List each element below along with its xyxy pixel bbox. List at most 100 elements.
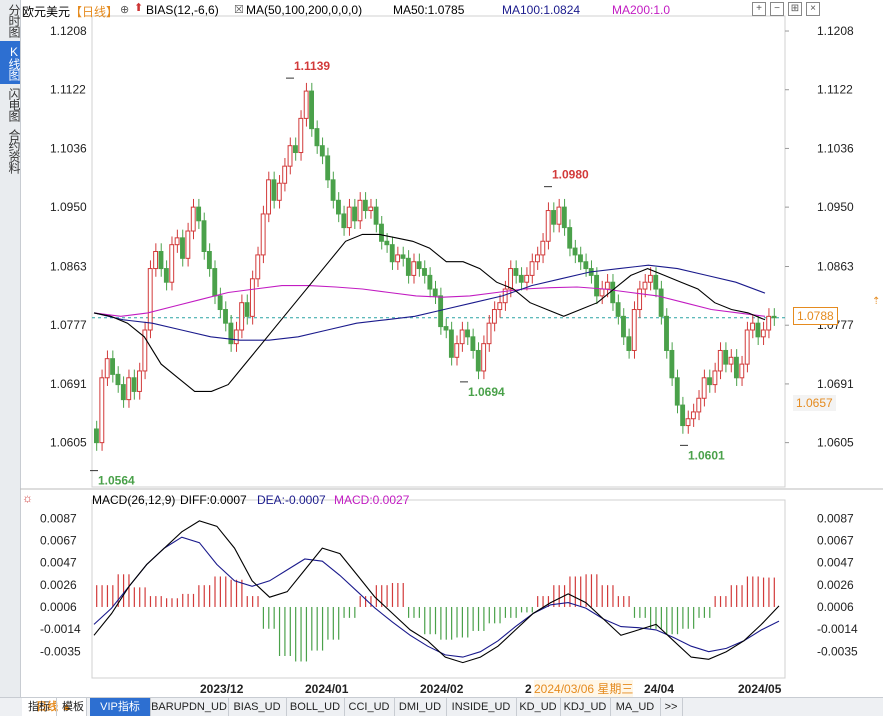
ma50-line (93, 233, 766, 392)
toolbar-tab[interactable]: MA_UD (610, 698, 661, 716)
candle-body (551, 210, 557, 225)
toolbar-tab[interactable]: KDJ_UD (560, 698, 611, 716)
candle-body (432, 288, 438, 297)
candle-body (604, 281, 610, 290)
y-axis-label-right: 1.0605 (817, 436, 854, 450)
candle-body (416, 261, 422, 270)
toolbar-tab[interactable]: BOLL_UD (286, 698, 345, 716)
candle-body (153, 251, 159, 270)
candle-body (594, 274, 600, 297)
candle-body (271, 179, 277, 201)
candle-body (287, 145, 293, 167)
candle-body (470, 336, 476, 351)
candle-body (583, 261, 589, 270)
y-axis-label-left: 1.1122 (50, 83, 86, 97)
x-axis-label: 2024/02 (420, 682, 464, 696)
candle-body (233, 329, 239, 345)
candle-body (126, 377, 132, 401)
tab-timeshare[interactable]: 分时图 (7, 4, 21, 37)
candle-body (481, 343, 487, 372)
candle-body (384, 240, 390, 246)
candle-body (228, 322, 234, 345)
gear-icon[interactable]: ⊕ (120, 4, 130, 16)
toolbar-tab[interactable]: >> (660, 698, 683, 716)
candle-body (443, 326, 449, 331)
y-axis-label-right: 1.0863 (817, 260, 854, 274)
candle-body (717, 349, 723, 372)
candle-body (120, 384, 126, 401)
candle-body (733, 356, 739, 379)
expand-icon[interactable]: ⊞ (788, 2, 802, 16)
macd-axis-label-left: 0.0047 (40, 555, 77, 569)
toolbar-tab[interactable]: INSIDE_UD (446, 698, 517, 716)
candle-body (201, 220, 207, 252)
macd-axis-label-left: 0.0006 (40, 600, 77, 614)
toolbar-tab[interactable]: BARUPDN_UD (150, 698, 229, 716)
candle-body (142, 329, 148, 372)
candle-body (567, 227, 573, 249)
candle-body (669, 349, 675, 379)
candle-body (131, 377, 137, 392)
macd-diff: DIFF:0.0007 (180, 493, 247, 507)
candle-body (212, 268, 218, 297)
toolbar-tab[interactable]: 指标 (22, 698, 57, 716)
minimize-icon[interactable]: − (770, 2, 784, 16)
price-chart[interactable]: 1.1208 1.1208 1.1122 1.1122 1.1036 1.1036 1.09… (20, 0, 883, 697)
toolbar-tab[interactable]: BIAS_UD (228, 698, 287, 716)
toolbar-tab[interactable]: CCI_UD (344, 698, 395, 716)
bias-label: BIAS(12,-6,6) (146, 3, 219, 17)
macd-gear-icon[interactable]: ☼ (22, 491, 33, 505)
extreme-label: 1.0694 (468, 385, 505, 399)
period-button[interactable]: 日线 ▲ (22, 698, 87, 716)
x-axis-label: 2024/05 (738, 682, 782, 696)
macd-axis-label-left: 0.0087 (40, 512, 77, 526)
tab-kline[interactable]: K线图 (0, 41, 21, 84)
macd-axis-label-right: 0.0067 (817, 534, 854, 548)
candle-body (529, 261, 535, 276)
candle-body (647, 274, 653, 283)
y-axis-label-left: 1.0863 (50, 260, 87, 274)
macd-axis-label-right: -0.0014 (817, 622, 858, 636)
candle-body (190, 206, 196, 232)
candle-body (760, 329, 766, 338)
ma-label: MA(50,100,200,0,0,0) (246, 3, 363, 17)
candle-body (362, 199, 368, 212)
ma200-label: MA200:1.0 (612, 3, 671, 17)
candle-body (610, 281, 616, 304)
toolbar-tab[interactable]: 模板 (56, 698, 91, 716)
candle-body (637, 288, 643, 311)
dea-line (93, 536, 780, 658)
tab-flash[interactable]: 闪电图 (7, 88, 21, 121)
candle-body (255, 254, 261, 280)
y-axis-label-right: 1.1122 (817, 83, 853, 97)
macd-axis-label-right: -0.0035 (817, 645, 858, 659)
candle-body (336, 199, 341, 215)
toolbar-tab[interactable]: DMI_UD (394, 698, 447, 716)
candle-body (513, 268, 519, 276)
toolbar-tab[interactable]: VIP指标 (90, 698, 151, 716)
close-icon[interactable]: × (806, 2, 820, 16)
arrow-up-icon: ⬆ (134, 2, 144, 14)
add-icon[interactable]: + (752, 2, 766, 16)
candle-body (239, 302, 245, 331)
toolbar-tab[interactable]: KD_UD (516, 698, 561, 716)
candle-body (491, 309, 497, 324)
candle-body (196, 206, 202, 222)
candle-body (427, 274, 433, 290)
candle-body (685, 418, 691, 427)
candle-body (104, 358, 110, 379)
candle-body (750, 322, 755, 331)
candle-body (352, 206, 358, 222)
cursor-date: 2024/03/06 星期三 (534, 680, 634, 697)
candle-body (631, 309, 637, 351)
candle-body (524, 274, 530, 283)
tab-contract-info[interactable]: 合约资料 (7, 129, 21, 173)
period-label: 【日线】 (70, 5, 119, 19)
candle-body (309, 90, 314, 130)
candle-body (766, 315, 772, 331)
candle-body (486, 322, 492, 345)
candle-body (454, 343, 460, 358)
price-frame (91, 15, 786, 488)
bottom-toolbar: 日线 ▲ 指标 模板 VIP指标 BARUPDN_UD BIAS_UD BOLL_UD CC… (0, 697, 883, 716)
indicator-icon[interactable]: ☒ (234, 4, 244, 16)
